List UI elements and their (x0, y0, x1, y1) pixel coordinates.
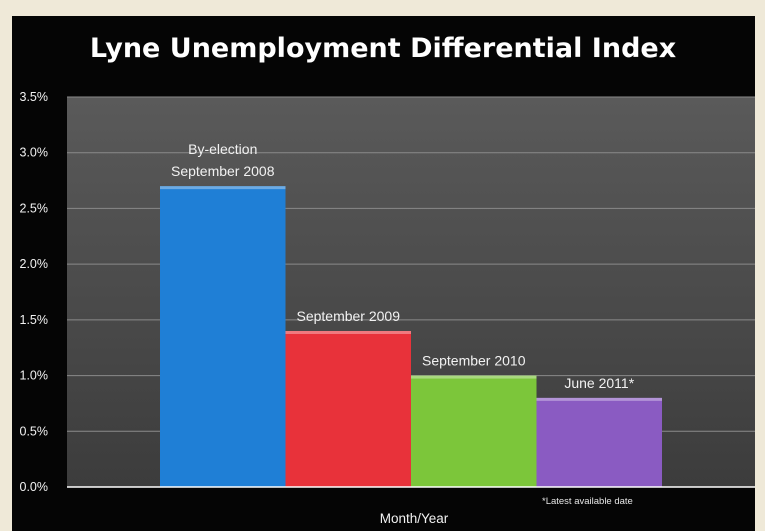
y-tick-label: 1.5% (20, 313, 49, 327)
y-tick-label: 2.5% (20, 201, 49, 215)
bar-labels: By-election September 2008 September 2009 S… (171, 141, 635, 391)
chart-title: Lyne Unemployment Differential Index (90, 33, 676, 64)
bars (160, 186, 662, 487)
x-axis-label: Month/Year (380, 511, 449, 526)
bar-category-label: June 2011* (564, 375, 634, 391)
bar (285, 331, 411, 487)
bar (411, 375, 537, 487)
bar-category-label: September 2008 (171, 163, 275, 179)
bar (160, 186, 286, 487)
bar-category-label: September 2009 (296, 308, 400, 324)
bar-highlight (160, 186, 286, 190)
y-tick-label: 3.5% (20, 90, 49, 104)
y-tick-label: 1.0% (20, 369, 49, 383)
bar (536, 397, 662, 487)
bar-category-label: September 2010 (422, 353, 526, 369)
bar-category-label: By-election (188, 141, 257, 157)
bar-highlight (285, 331, 411, 334)
footnote: *Latest available date (542, 496, 633, 507)
y-tick-label: 0.5% (20, 424, 49, 438)
y-tick-label: 2.0% (20, 257, 49, 271)
y-tick-label: 3.0% (20, 146, 49, 160)
y-tick-label: 0.0% (20, 480, 49, 494)
bar-highlight (536, 397, 662, 401)
y-axis-ticks: 0.0% 0.5% 1.0% 1.5% 2.0% 2.5% 3.0% 3.5% (20, 90, 49, 494)
bar-highlight (411, 375, 537, 379)
